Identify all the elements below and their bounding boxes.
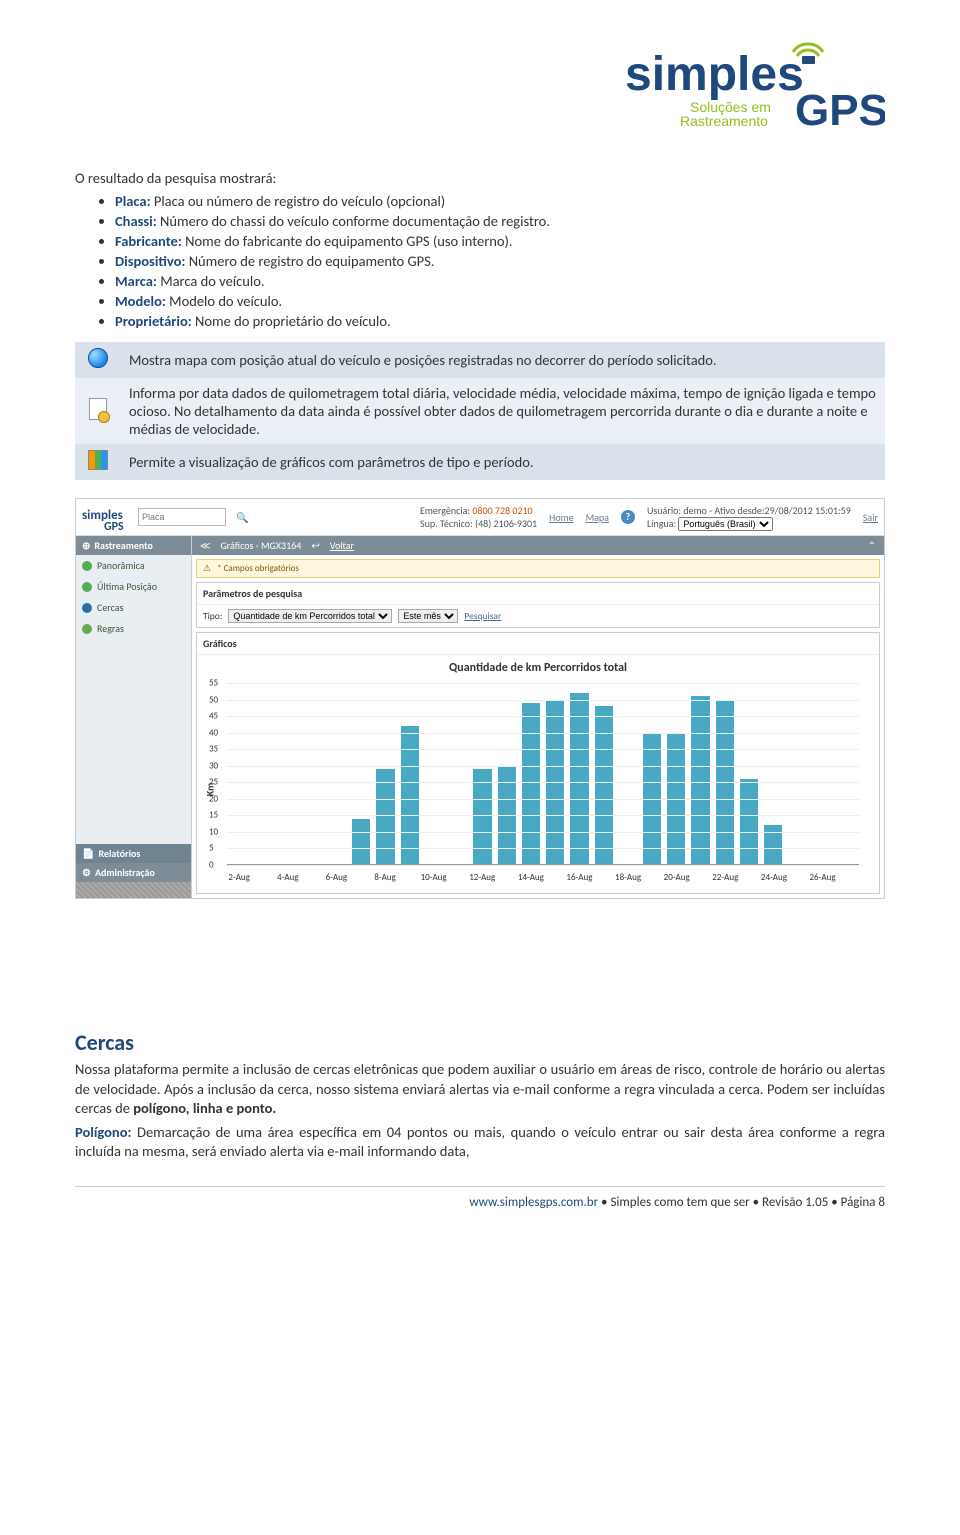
- sidebar-relatorios[interactable]: 📄Relatórios: [76, 844, 191, 863]
- lang-select[interactable]: Português (Brasil): [678, 517, 773, 531]
- breadcrumb: ≪ Gráficos - MGX3164 ↩ Voltar ⌃: [192, 536, 884, 555]
- back-link[interactable]: Voltar: [330, 539, 354, 552]
- user-label: Usuário:: [647, 504, 681, 517]
- footer-url[interactable]: www.simplesgps.com.br: [469, 1195, 598, 1210]
- term-marca: Marca:: [115, 272, 157, 290]
- icon-row-text: Mostra mapa com posição atual do veículo…: [121, 342, 885, 378]
- nav-mapa[interactable]: Mapa: [586, 511, 609, 524]
- chart-bar: [401, 726, 419, 865]
- plate-search-input[interactable]: [138, 508, 226, 526]
- tipo-label: Tipo:: [203, 610, 222, 622]
- chart-title: Quantidade de km Percorridos total: [197, 655, 879, 677]
- chart-bar: [691, 696, 709, 865]
- svg-text:simples: simples: [625, 48, 804, 101]
- page-footer: www.simplesgps.com.br • Simples como tem…: [75, 1186, 885, 1210]
- app-logo: simplesGPS: [82, 503, 128, 531]
- intro-line: O resultado da pesquisa mostrará:: [75, 169, 885, 187]
- sup-label: Sup. Técnico:: [420, 517, 473, 530]
- chart-bar: [352, 819, 370, 865]
- logout-link[interactable]: Sair: [863, 511, 878, 524]
- search-icon[interactable]: 🔍: [236, 511, 248, 524]
- sidebar: ⊕Rastreamento Panorâmica Última Posição …: [76, 536, 192, 898]
- term-proprietario: Proprietário:: [115, 312, 192, 330]
- cercas-heading: Cercas: [75, 1029, 885, 1056]
- term-fabricante: Fabricante:: [115, 232, 182, 250]
- required-warning: ⚠ * Campos obrigatórios: [196, 559, 880, 578]
- back-icon[interactable]: ↩: [311, 539, 319, 552]
- lang-label: Língua:: [647, 517, 676, 530]
- page-logo: simples GPS Soluções em Rastreamento: [75, 40, 885, 144]
- report-icon: [89, 398, 107, 420]
- svg-text:GPS: GPS: [104, 520, 124, 531]
- sidebar-item-ultima[interactable]: Última Posição: [76, 576, 191, 597]
- crumb-title: Gráficos - MGX3164: [220, 539, 301, 552]
- svg-text:GPS: GPS: [795, 86, 885, 135]
- warning-icon: ⚠: [203, 563, 211, 574]
- cercas-paragraph-1: Nossa plataforma permite a inclusão de c…: [75, 1060, 885, 1119]
- collapse-icon[interactable]: ⌃: [868, 539, 876, 552]
- user-value: demo - Ativo desde:29/08/2012 15:01:59: [683, 504, 850, 517]
- emerg-label: Emergência:: [420, 504, 470, 517]
- application-screenshot: simplesGPS 🔍 Emergência: 0800 728 0210 S…: [75, 498, 885, 899]
- cercas-paragraph-2: Polígono: Demarcação de uma área específ…: [75, 1123, 885, 1162]
- icon-row-text: Informa por data dados de quilometragem …: [121, 378, 885, 444]
- term-chassi: Chassi:: [115, 212, 157, 230]
- sup-phone: (48) 2106-9301: [475, 517, 537, 530]
- sidebar-header[interactable]: ⊕Rastreamento: [76, 536, 191, 555]
- chart-bar: [740, 779, 758, 865]
- chart-bar: [570, 693, 588, 865]
- svg-text:Rastreamento: Rastreamento: [680, 113, 768, 129]
- sidebar-admin[interactable]: ⚙Administração: [76, 863, 191, 882]
- periodo-select[interactable]: Este mês: [398, 609, 458, 623]
- sidebar-item-panoramica[interactable]: Panorâmica: [76, 555, 191, 576]
- help-icon[interactable]: ?: [621, 510, 635, 524]
- definitions-list: Placa: Placa ou número de registro do ve…: [75, 192, 885, 330]
- term-dispositivo: Dispositivo:: [115, 252, 185, 270]
- search-params-title: Parâmetros de pesquisa: [197, 583, 879, 605]
- icon-row-text: Permite a visualização de gráficos com p…: [121, 444, 885, 480]
- nav-home[interactable]: Home: [549, 511, 573, 524]
- sidebar-item-cercas[interactable]: Cercas: [76, 597, 191, 618]
- chart-panel-title: Gráficos: [197, 633, 879, 655]
- pesquisar-link[interactable]: Pesquisar: [464, 610, 501, 622]
- chart-bar: [376, 769, 394, 865]
- sidebar-item-regras[interactable]: Regras: [76, 618, 191, 639]
- chart-bar: [595, 706, 613, 865]
- term-modelo: Modelo:: [115, 292, 166, 310]
- emerg-phone: 0800 728 0210: [472, 504, 532, 517]
- chart-bar: [522, 703, 540, 865]
- term-placa: Placa:: [115, 192, 151, 210]
- chart-bar: [473, 769, 491, 865]
- chart-icon: [88, 450, 108, 470]
- globe-icon: [88, 348, 108, 368]
- tipo-select[interactable]: Quantidade de km Percorridos total: [228, 609, 392, 623]
- bar-chart: Km 05101520253035404550552-Aug4-Aug6-Aug…: [227, 683, 859, 883]
- icon-explanation-table: Mostra mapa com posição atual do veículo…: [75, 342, 885, 480]
